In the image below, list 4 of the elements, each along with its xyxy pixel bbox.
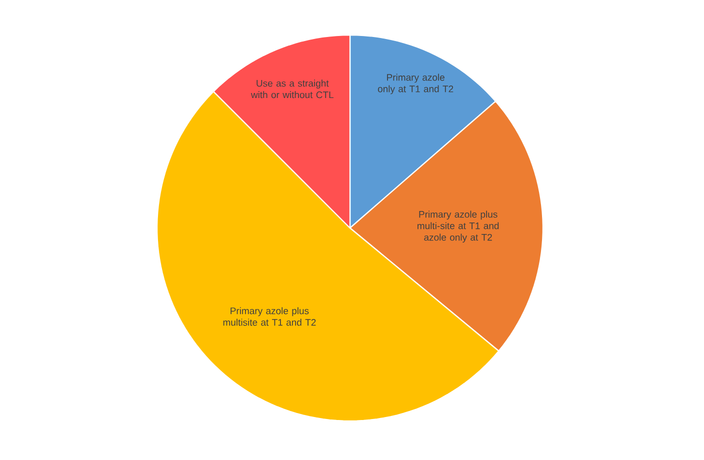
slice-label: Primary azole only at T1 and T2 bbox=[378, 74, 454, 94]
slice-label: Use as a straight with or without CTL bbox=[250, 80, 334, 98]
slice-label: Primary azole plus multi-site at T1 and azole only at T2 bbox=[418, 210, 499, 243]
slice-label: Primary azole plus multisite at T1 and T2 bbox=[223, 307, 316, 326]
